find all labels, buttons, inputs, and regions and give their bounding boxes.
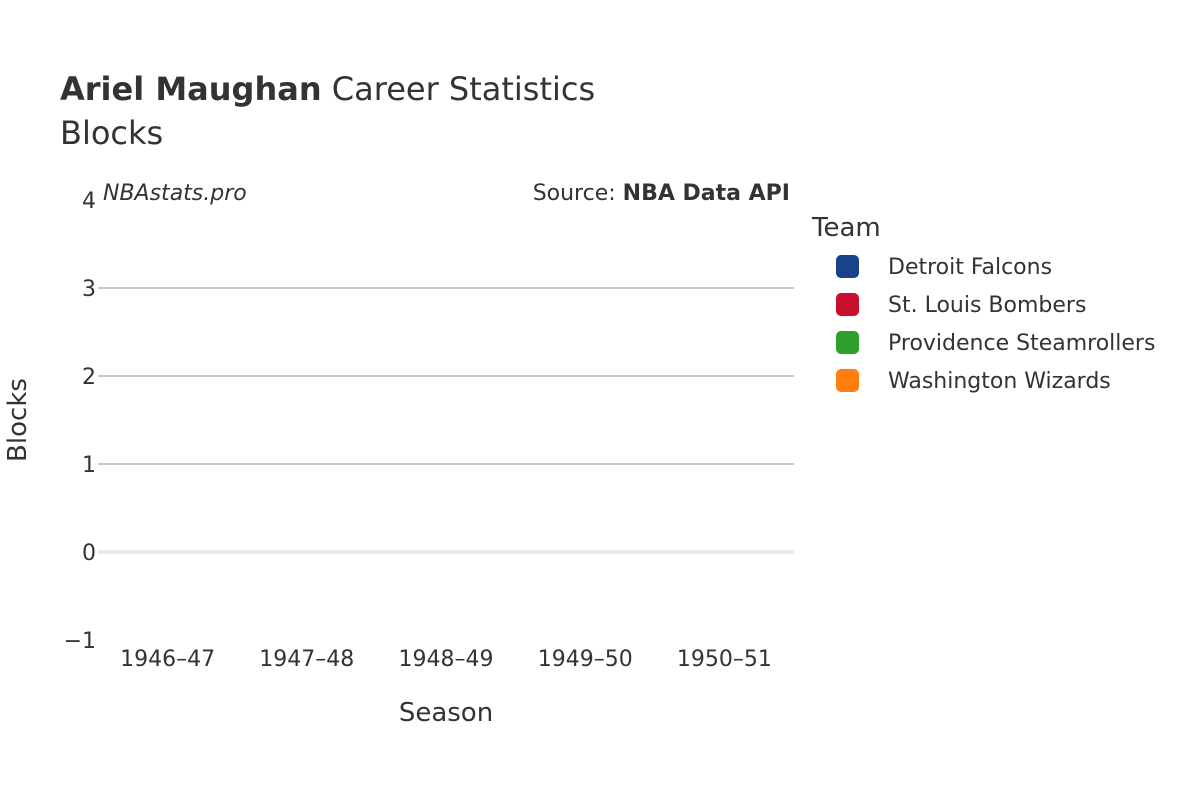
watermark: NBAstats.pro bbox=[103, 181, 247, 206]
x-tick-labels: 1946–47 1947–48 1948–49 1949–50 1950–51 bbox=[120, 647, 772, 672]
legend: Detroit Falcons St. Louis Bombers Providen… bbox=[836, 255, 1155, 394]
x-tick-label: 1947–48 bbox=[259, 647, 354, 672]
title-rest: Career Statistics bbox=[322, 70, 596, 108]
player-name: Ariel Maughan bbox=[60, 70, 322, 108]
y-tick-label: 1 bbox=[82, 453, 96, 478]
legend-label: St. Louis Bombers bbox=[888, 293, 1086, 318]
legend-item[interactable]: St. Louis Bombers bbox=[836, 293, 1086, 318]
x-axis-title: Season bbox=[399, 698, 493, 728]
x-tick-label: 1950–51 bbox=[677, 647, 772, 672]
chart-title: Ariel Maughan Career Statistics bbox=[60, 70, 595, 108]
x-tick-label: 1946–47 bbox=[120, 647, 215, 672]
legend-swatch bbox=[836, 331, 859, 354]
y-tick-label: 4 bbox=[82, 189, 96, 214]
legend-label: Detroit Falcons bbox=[888, 255, 1052, 280]
legend-label: Washington Wizards bbox=[888, 369, 1111, 394]
legend-swatch bbox=[836, 369, 859, 392]
y-tick-label: 3 bbox=[82, 277, 96, 302]
legend-item[interactable]: Providence Steamrollers bbox=[836, 331, 1155, 356]
y-tick-label: −1 bbox=[64, 629, 96, 654]
y-axis-title: Blocks bbox=[3, 378, 33, 462]
legend-label: Providence Steamrollers bbox=[888, 331, 1155, 356]
y-tick-labels: −1 0 1 2 3 4 bbox=[64, 189, 96, 654]
source-name: NBA Data API bbox=[623, 181, 790, 206]
legend-swatch bbox=[836, 293, 859, 316]
y-tick-label: 2 bbox=[82, 365, 96, 390]
chart-subtitle: Blocks bbox=[60, 114, 163, 152]
x-tick-label: 1948–49 bbox=[399, 647, 494, 672]
legend-item[interactable]: Detroit Falcons bbox=[836, 255, 1052, 280]
legend-swatch bbox=[836, 255, 859, 278]
gridlines bbox=[98, 287, 794, 554]
legend-item[interactable]: Washington Wizards bbox=[836, 369, 1111, 394]
source-prefix: Source: bbox=[533, 181, 623, 206]
source-credit: Source: NBA Data API bbox=[533, 181, 790, 206]
x-tick-label: 1949–50 bbox=[538, 647, 633, 672]
y-tick-label: 0 bbox=[82, 541, 96, 566]
legend-title: Team bbox=[811, 213, 881, 243]
